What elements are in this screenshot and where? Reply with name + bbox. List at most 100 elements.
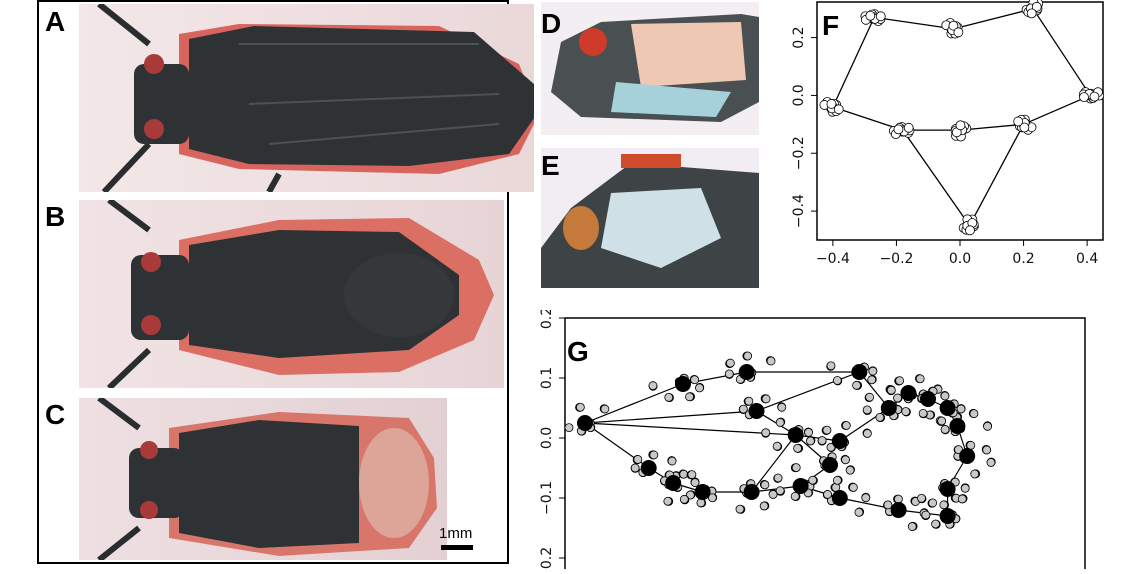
plot-g-y-tick-label: 0.2 xyxy=(539,547,555,569)
plot-g-point xyxy=(775,418,785,427)
plot-f-point xyxy=(1031,1,1042,12)
photo-panel-abc-frame: A B C 1mm xyxy=(37,0,534,564)
plot-g-point xyxy=(575,402,585,412)
plot-f-edge xyxy=(832,17,875,108)
photo-panel-e xyxy=(541,148,759,288)
plot-g-point xyxy=(663,496,673,506)
plot-g-landmark xyxy=(851,364,868,380)
plot-g-point xyxy=(775,486,785,496)
plot-g-point xyxy=(791,463,801,473)
plot-g-point xyxy=(928,498,938,508)
plot-g-point xyxy=(744,396,754,406)
plot-g-landmark xyxy=(949,418,966,434)
plot-f-svg: −0.4 −0.2 0.0 0.2 0.4 −0.4 −0.2 0.0 0.2 xyxy=(791,0,1105,267)
plot-g-point xyxy=(940,391,950,401)
plot-g-point xyxy=(940,425,950,434)
plot-g-point xyxy=(822,425,832,435)
plot-f-y-tick-label: 0.0 xyxy=(791,84,807,106)
plot-g-point xyxy=(761,428,771,438)
plot-f-x-tick-label: 0.0 xyxy=(949,251,971,267)
bug-illustration-b xyxy=(106,200,494,388)
dissection-illustration-e xyxy=(541,154,759,288)
plot-f-point xyxy=(826,99,837,109)
plot-g-point xyxy=(867,375,877,385)
plot-g-point xyxy=(817,436,827,445)
plot-g-landmark xyxy=(787,427,804,443)
plot-g-point xyxy=(667,456,677,466)
plot-f-y-tick-label: −0.2 xyxy=(791,136,807,170)
plot-f-edge xyxy=(953,8,1034,30)
plot-f-point xyxy=(1019,122,1030,133)
plot-g-point xyxy=(848,483,858,492)
plot-g-point xyxy=(832,376,842,385)
plot-f-point xyxy=(953,27,964,38)
plot-g-landmark xyxy=(900,385,917,401)
panel-g-label: G xyxy=(567,336,589,367)
plot-f-point xyxy=(903,122,914,133)
dissection-illustration-d xyxy=(551,14,759,122)
plot-g-point xyxy=(790,491,800,501)
plot-g-point xyxy=(685,490,695,500)
plot-g-point xyxy=(883,500,893,510)
plot-f-point xyxy=(893,124,904,135)
photo-panel-a xyxy=(79,4,534,192)
plot-g-landmark xyxy=(831,490,848,506)
plot-g-point xyxy=(633,455,643,464)
plot-g-svg: 0.2 0.1 0.0 −0.1 0.2 xyxy=(539,307,1086,574)
bug-illustration-c xyxy=(97,398,437,560)
plot-g-landmark xyxy=(792,478,809,494)
panel-c-label: C xyxy=(45,399,66,430)
plot-g-landmark xyxy=(738,364,755,380)
plot-g-landmark xyxy=(831,433,848,449)
plot-f-point xyxy=(833,104,844,115)
plot-g-point xyxy=(738,404,748,414)
plot-g-point xyxy=(917,493,926,503)
plot-g-landmark xyxy=(939,481,956,497)
scale-bar xyxy=(441,545,473,550)
plot-g-landmark xyxy=(675,376,691,392)
plot-g-point xyxy=(956,404,966,414)
plot-f-point xyxy=(1026,8,1037,19)
plot-g-landmark xyxy=(939,508,956,524)
panel-b-label: B xyxy=(45,201,66,232)
plot-g-landmark xyxy=(748,403,765,419)
plot-g-landmark xyxy=(640,460,657,476)
plot-g-point xyxy=(832,475,842,485)
plot-g-point xyxy=(695,383,704,393)
plot-g-landmark xyxy=(665,475,682,491)
plot-g-point xyxy=(773,473,783,483)
plot-g-point xyxy=(743,351,753,361)
plot-g-point xyxy=(907,522,917,531)
plot-f-point xyxy=(965,225,975,236)
plot-f-point xyxy=(955,120,966,131)
plot-g-point xyxy=(960,483,970,493)
plot-f-edge xyxy=(874,16,954,30)
plot-g-point xyxy=(862,405,872,415)
plot-g-landmark xyxy=(890,502,907,518)
plot-g-point xyxy=(986,458,996,467)
panel-e-label: E xyxy=(541,150,560,181)
plot-g-y-tick-label: 0.2 xyxy=(539,310,555,329)
plot-g-point xyxy=(939,500,949,510)
plot-g-point xyxy=(841,455,850,465)
plot-g-landmark xyxy=(880,400,897,416)
plot-f-y-tick-label: −0.4 xyxy=(791,194,807,228)
plot-g-point xyxy=(679,469,689,479)
panel-a-label: A xyxy=(45,6,66,37)
plot-g-point xyxy=(862,429,872,438)
plot-g-point xyxy=(852,380,861,390)
plot-f-point xyxy=(948,20,959,31)
plot-g-point xyxy=(969,409,979,419)
plot-g-point xyxy=(806,436,815,446)
photo-panel-b xyxy=(79,200,504,388)
plot-g-point xyxy=(983,421,992,431)
plot-g-point xyxy=(696,498,706,508)
plot-g-point xyxy=(707,493,717,503)
plot-g-point xyxy=(804,428,813,437)
plot-g-landmark xyxy=(959,448,976,464)
plot-f-y-tick-label: 0.2 xyxy=(791,26,807,48)
plot-g-point xyxy=(777,402,787,412)
plot-g-landmark xyxy=(743,484,760,500)
plot-g-point xyxy=(690,478,700,487)
plot-g-point xyxy=(970,469,980,479)
